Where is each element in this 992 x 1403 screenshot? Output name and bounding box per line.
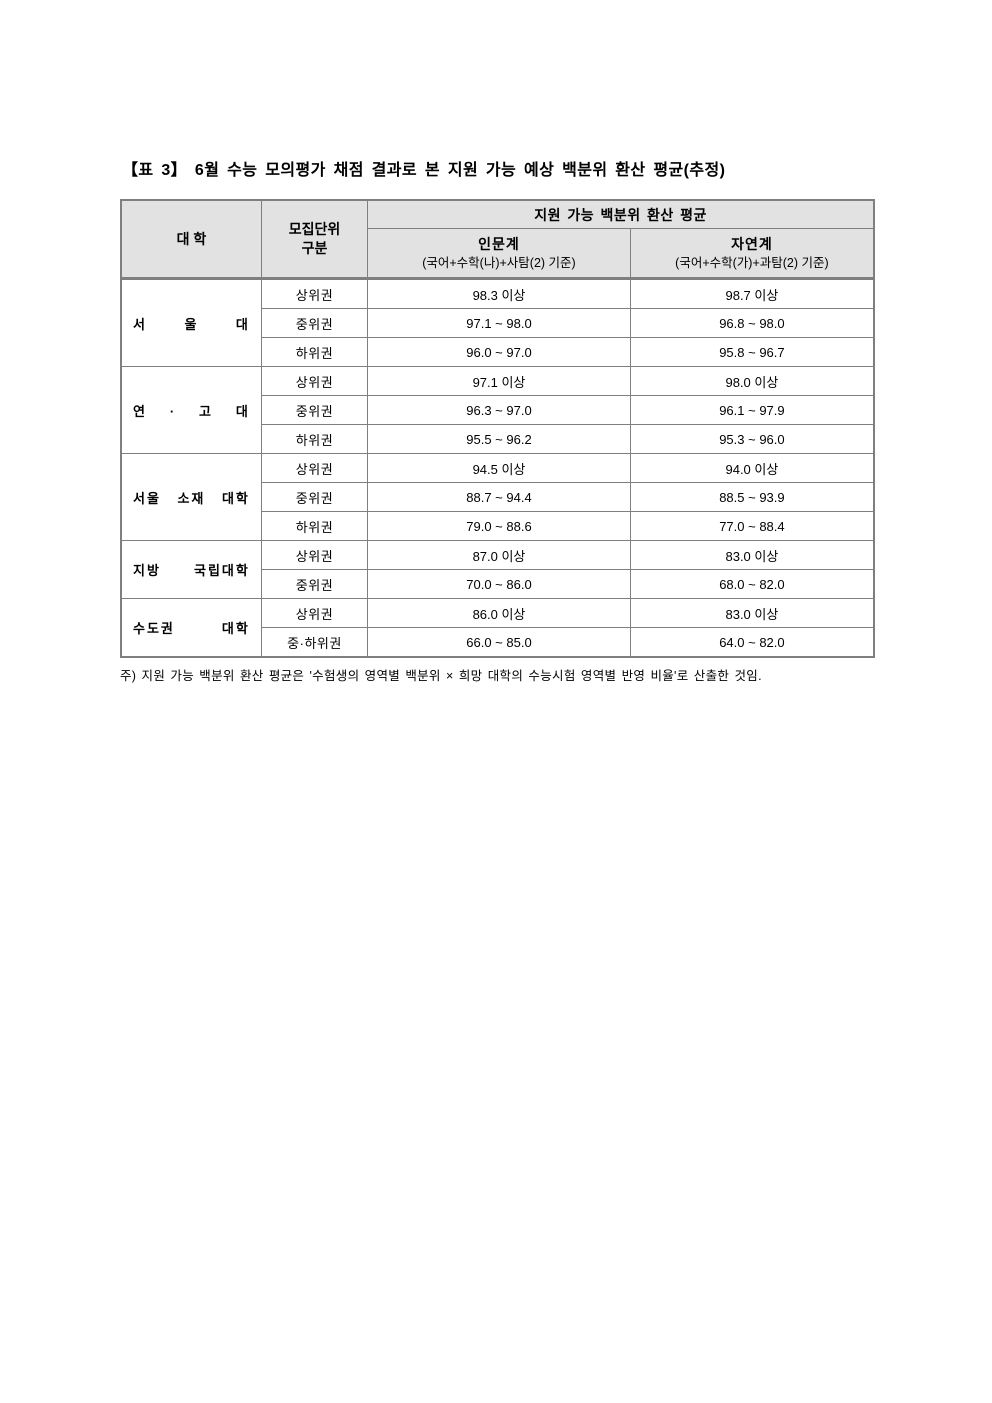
humanities-value: 79.0 ~ 88.6: [367, 511, 631, 541]
sciences-value: 88.5 ~ 93.9: [629, 482, 875, 512]
tier-cell: 중위권: [260, 569, 369, 599]
tier-cell: 중위권: [260, 482, 369, 512]
header-unit-line1: 모집단위: [288, 221, 341, 237]
humanities-value: 96.3 ~ 97.0: [367, 395, 631, 425]
sciences-value: 64.0 ~ 82.0: [629, 627, 875, 658]
sciences-value: 68.0 ~ 82.0: [629, 569, 875, 599]
college-name: 지방 국립대학: [120, 540, 262, 599]
table-row: 하위권 96.0 ~ 97.0 95.8 ~ 96.7: [121, 337, 875, 367]
sciences-value: 98.0 이상: [629, 366, 875, 396]
humanities-value: 95.5 ~ 96.2: [367, 424, 631, 454]
college-name: 서 울 대: [120, 278, 262, 367]
sciences-value: 96.1 ~ 97.9: [629, 395, 875, 425]
percentile-table: 대 학 모집단위 구분 지원 가능 백분위 환산 평균 인문계 (국어+수학(나…: [120, 199, 875, 658]
sciences-value: 83.0 이상: [629, 540, 875, 570]
tier-cell: 하위권: [260, 337, 369, 367]
table-row: 중위권 97.1 ~ 98.0 96.8 ~ 98.0: [121, 308, 875, 338]
header-unit-line2: 구분: [301, 240, 328, 256]
humanities-value: 66.0 ~ 85.0: [367, 627, 631, 658]
tier-cell: 중위권: [260, 395, 369, 425]
tier-cell: 중·하위권: [260, 627, 369, 658]
college-name: 연 · 고 대: [120, 366, 262, 454]
college-name: 서울 소재 대학: [120, 453, 262, 541]
table-row: 서울 소재 대학 상위권 94.5 이상 94.0 이상: [120, 453, 875, 541]
humanities-value: 97.1 이상: [367, 366, 631, 396]
humanities-value: 86.0 이상: [367, 598, 631, 628]
tier-cell: 상위권: [260, 278, 369, 309]
sciences-value: 94.0 이상: [629, 453, 875, 483]
humanities-value: 98.3 이상: [367, 278, 631, 309]
header-humanities-label: 인문계: [478, 236, 520, 252]
table-body: 서 울 대 상위권 98.3 이상 98.7 이상 중위권 97.1 ~ 98.…: [120, 278, 875, 658]
sciences-value: 77.0 ~ 88.4: [629, 511, 875, 541]
college-name: 수도권 대학: [120, 598, 262, 658]
table-row: 중위권 70.0 ~ 86.0 68.0 ~ 82.0: [121, 569, 875, 599]
tier-cell: 상위권: [260, 540, 369, 570]
tier-cell: 하위권: [260, 511, 369, 541]
humanities-value: 97.1 ~ 98.0: [367, 308, 631, 338]
tier-cell: 하위권: [260, 424, 369, 454]
header-sciences-label: 자연계: [731, 236, 773, 252]
sciences-value: 96.8 ~ 98.0: [629, 308, 875, 338]
table-row: 지방 국립대학 상위권 87.0 이상 83.0 이상: [120, 540, 875, 599]
tier-cell: 상위권: [260, 366, 369, 396]
header-group-title: 지원 가능 백분위 환산 평균: [367, 199, 875, 229]
table-row: 중위권 88.7 ~ 94.4 88.5 ~ 93.9: [121, 482, 875, 512]
humanities-value: 94.5 이상: [367, 453, 631, 483]
humanities-value: 70.0 ~ 86.0: [367, 569, 631, 599]
sciences-value: 98.7 이상: [629, 278, 875, 309]
table-row: 중·하위권 66.0 ~ 85.0 64.0 ~ 82.0: [121, 627, 875, 658]
sciences-value: 95.8 ~ 96.7: [629, 337, 875, 367]
table-row: 하위권 95.5 ~ 96.2 95.3 ~ 96.0: [121, 424, 875, 454]
humanities-value: 96.0 ~ 97.0: [367, 337, 631, 367]
table-row: 연 · 고 대 상위권 97.1 이상 98.0 이상: [120, 366, 875, 454]
table-row: 서 울 대 상위권 98.3 이상 98.7 이상: [120, 278, 875, 367]
header-college: 대 학: [120, 199, 262, 280]
header-sciences-basis: (국어+수학(가)+과탐(2) 기준): [675, 256, 829, 270]
footnote: 주) 지원 가능 백분위 환산 평균은 '수험생의 영역별 백분위 × 희망 대…: [120, 669, 762, 683]
table-row: 중위권 96.3 ~ 97.0 96.1 ~ 97.9: [121, 395, 875, 425]
table-title: 【표 3】 6월 수능 모의평가 채점 결과로 본 지원 가능 예상 백분위 환…: [122, 162, 726, 179]
header-sciences: 자연계 (국어+수학(가)+과탐(2) 기준): [629, 228, 875, 280]
sciences-value: 83.0 이상: [629, 598, 875, 628]
header-unit: 모집단위 구분: [260, 199, 369, 280]
tier-cell: 중위권: [260, 308, 369, 338]
sciences-value: 95.3 ~ 96.0: [629, 424, 875, 454]
document-page: 【표 3】 6월 수능 모의평가 채점 결과로 본 지원 가능 예상 백분위 환…: [120, 156, 876, 684]
humanities-value: 87.0 이상: [367, 540, 631, 570]
humanities-value: 88.7 ~ 94.4: [367, 482, 631, 512]
header-humanities: 인문계 (국어+수학(나)+사탐(2) 기준): [367, 228, 631, 280]
table-header: 대 학 모집단위 구분 지원 가능 백분위 환산 평균 인문계 (국어+수학(나…: [120, 199, 875, 280]
header-humanities-basis: (국어+수학(나)+사탐(2) 기준): [422, 256, 576, 270]
table-row: 수도권 대학 상위권 86.0 이상 83.0 이상: [120, 598, 875, 658]
tier-cell: 상위권: [260, 598, 369, 628]
tier-cell: 상위권: [260, 453, 369, 483]
